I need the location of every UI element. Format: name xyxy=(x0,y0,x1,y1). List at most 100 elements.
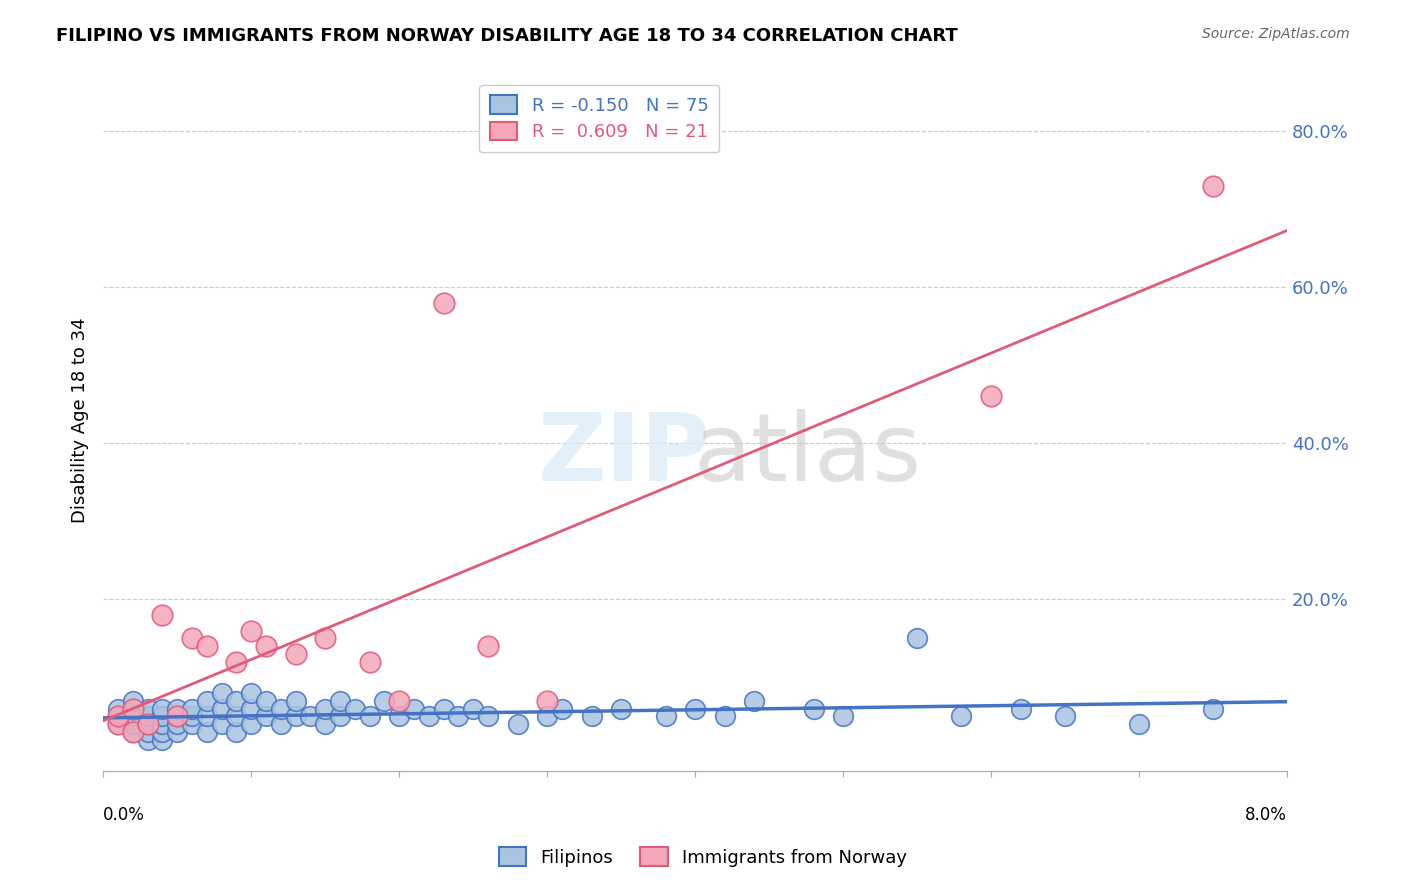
Point xyxy=(150,709,173,723)
Point xyxy=(477,709,499,723)
Point xyxy=(181,709,204,723)
Point xyxy=(299,709,322,723)
Point xyxy=(803,701,825,715)
Point xyxy=(284,709,307,723)
Point xyxy=(225,709,247,723)
Point xyxy=(329,694,352,708)
Point xyxy=(1128,717,1150,731)
Point xyxy=(240,624,263,638)
Point xyxy=(388,709,411,723)
Point xyxy=(225,694,247,708)
Point xyxy=(950,709,973,723)
Point xyxy=(166,717,188,731)
Point xyxy=(121,694,143,708)
Point xyxy=(329,709,352,723)
Text: atlas: atlas xyxy=(693,409,922,501)
Text: 8.0%: 8.0% xyxy=(1246,806,1286,824)
Point xyxy=(121,717,143,731)
Point xyxy=(832,709,855,723)
Point xyxy=(284,694,307,708)
Point xyxy=(211,686,233,700)
Point xyxy=(121,701,143,715)
Point xyxy=(270,701,292,715)
Point xyxy=(432,295,454,310)
Point xyxy=(150,717,173,731)
Point xyxy=(136,701,159,715)
Point xyxy=(1054,709,1077,723)
Point xyxy=(150,701,173,715)
Point xyxy=(136,717,159,731)
Point xyxy=(536,694,558,708)
Point xyxy=(683,701,706,715)
Point xyxy=(211,701,233,715)
Point xyxy=(136,717,159,731)
Point xyxy=(461,701,484,715)
Point xyxy=(225,725,247,739)
Point xyxy=(166,709,188,723)
Point xyxy=(447,709,470,723)
Point xyxy=(107,701,129,715)
Point xyxy=(136,732,159,747)
Point xyxy=(418,709,440,723)
Point xyxy=(314,701,336,715)
Point xyxy=(107,709,129,723)
Point xyxy=(373,694,395,708)
Point xyxy=(581,709,603,723)
Point xyxy=(166,709,188,723)
Point xyxy=(1202,701,1225,715)
Point xyxy=(181,632,204,646)
Point xyxy=(314,717,336,731)
Point xyxy=(107,709,129,723)
Point xyxy=(551,701,574,715)
Point xyxy=(1202,178,1225,193)
Point xyxy=(1010,701,1032,715)
Point xyxy=(195,725,218,739)
Point xyxy=(905,632,928,646)
Point xyxy=(506,717,529,731)
Point xyxy=(388,694,411,708)
Point xyxy=(195,639,218,653)
Point xyxy=(343,701,366,715)
Point xyxy=(240,717,263,731)
Point xyxy=(980,389,1002,403)
Point xyxy=(432,701,454,715)
Point xyxy=(136,709,159,723)
Point xyxy=(713,709,735,723)
Point xyxy=(166,725,188,739)
Point xyxy=(121,725,143,739)
Point xyxy=(150,732,173,747)
Text: 0.0%: 0.0% xyxy=(103,806,145,824)
Point xyxy=(195,709,218,723)
Point xyxy=(402,701,425,715)
Point xyxy=(107,717,129,731)
Point xyxy=(240,701,263,715)
Y-axis label: Disability Age 18 to 34: Disability Age 18 to 34 xyxy=(72,317,89,523)
Text: FILIPINO VS IMMIGRANTS FROM NORWAY DISABILITY AGE 18 TO 34 CORRELATION CHART: FILIPINO VS IMMIGRANTS FROM NORWAY DISAB… xyxy=(56,27,957,45)
Text: ZIP: ZIP xyxy=(537,409,710,501)
Point xyxy=(254,709,277,723)
Point xyxy=(284,647,307,661)
Point xyxy=(150,725,173,739)
Point xyxy=(359,709,381,723)
Point xyxy=(166,701,188,715)
Point xyxy=(254,694,277,708)
Point xyxy=(742,694,765,708)
Point xyxy=(254,639,277,653)
Point xyxy=(654,709,676,723)
Text: Source: ZipAtlas.com: Source: ZipAtlas.com xyxy=(1202,27,1350,41)
Point xyxy=(121,709,143,723)
Point xyxy=(136,725,159,739)
Point xyxy=(610,701,633,715)
Point xyxy=(536,709,558,723)
Point xyxy=(121,725,143,739)
Point xyxy=(314,632,336,646)
Point xyxy=(195,694,218,708)
Point xyxy=(121,701,143,715)
Point xyxy=(359,655,381,669)
Point xyxy=(181,717,204,731)
Point xyxy=(240,686,263,700)
Legend: R = -0.150   N = 75, R =  0.609   N = 21: R = -0.150 N = 75, R = 0.609 N = 21 xyxy=(479,85,720,153)
Point xyxy=(225,655,247,669)
Point xyxy=(477,639,499,653)
Point xyxy=(150,607,173,622)
